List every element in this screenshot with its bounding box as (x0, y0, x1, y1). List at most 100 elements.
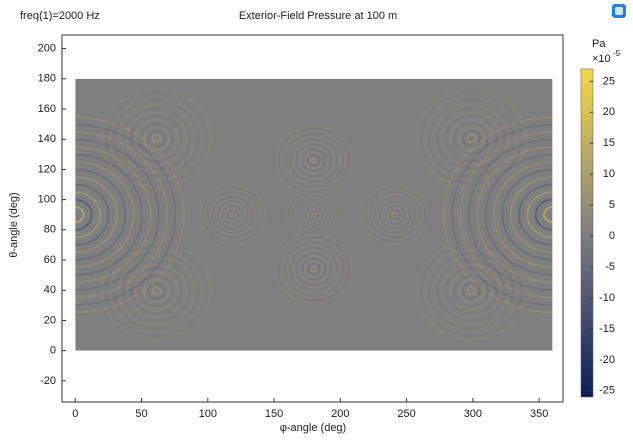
colorbar-tick-label: 5 (609, 199, 615, 211)
ripple (283, 241, 344, 297)
colorbar (580, 68, 594, 398)
field-image (75, 78, 553, 351)
ripple (443, 116, 553, 314)
ripple (75, 161, 135, 269)
ripple (122, 107, 191, 170)
ripple (453, 122, 489, 155)
ripple (275, 125, 353, 196)
ripple (226, 209, 239, 221)
ripple (101, 241, 212, 341)
ripple (75, 131, 168, 299)
ripple (298, 146, 330, 175)
ripple (283, 133, 344, 188)
ripple (310, 265, 318, 273)
ripple (122, 259, 191, 322)
ripple (216, 200, 249, 230)
y-tick-label: 40 (44, 284, 56, 296)
y-tick-label: 0 (50, 345, 56, 357)
ripple (310, 156, 318, 164)
ripple (117, 103, 195, 174)
colorbar-tick-label: -5 (605, 261, 615, 273)
ripple (143, 278, 170, 303)
ripple (75, 153, 143, 276)
ripple (295, 252, 333, 286)
ripple (130, 115, 183, 162)
ripple (509, 176, 553, 254)
ripple (75, 138, 160, 291)
ripple (151, 286, 162, 296)
x-tick-label: 300 (464, 408, 482, 420)
x-tick-label: 150 (265, 408, 283, 420)
ripple (310, 212, 317, 218)
ripple (301, 257, 327, 281)
ripple (75, 146, 152, 284)
ripple (292, 249, 336, 289)
ripple (209, 193, 257, 236)
plot-frame (61, 34, 564, 403)
ripple (543, 206, 553, 224)
ripple (437, 107, 506, 170)
ripple (304, 151, 324, 170)
ripple (424, 96, 519, 181)
colorbar-tick-label: -15 (599, 323, 615, 335)
ripple (449, 271, 493, 311)
ripple (219, 202, 247, 227)
ripple (101, 88, 212, 189)
ripple (75, 123, 177, 306)
ripple (371, 193, 419, 236)
colorbar-tick-label: 0 (609, 230, 615, 242)
ripple (75, 183, 110, 246)
ripple (75, 191, 102, 239)
ripple (277, 236, 350, 302)
ripple (75, 176, 118, 254)
ripple (292, 141, 336, 180)
y-tick-label: 180 (38, 73, 56, 85)
ripple (462, 282, 481, 300)
ripple (306, 208, 321, 222)
x-axis-label: φ-angle (deg) (280, 422, 346, 434)
ripple (201, 186, 264, 243)
ripple (428, 100, 514, 177)
ripple (286, 244, 341, 294)
y-tick-label: 120 (38, 163, 56, 175)
y-tick-label: 60 (44, 254, 56, 266)
ripple (204, 189, 262, 241)
ripple (374, 195, 416, 234)
x-tick-label: 50 (135, 408, 147, 420)
ripple (307, 263, 321, 276)
ripple (451, 123, 553, 306)
x-tick-label: 350 (530, 408, 548, 420)
ripple (518, 183, 553, 246)
ripple (416, 88, 527, 189)
ripple (432, 256, 510, 326)
y-tick-label: 20 (44, 314, 56, 326)
ripple (453, 275, 489, 307)
ripple (526, 191, 553, 239)
app-icon[interactable] (612, 4, 626, 18)
ripple (138, 122, 174, 155)
x-tick-label: 200 (331, 408, 349, 420)
ripple (138, 275, 174, 307)
ripple (424, 248, 519, 333)
ripple (109, 96, 204, 181)
ripple (295, 143, 333, 177)
ripple (147, 130, 166, 147)
ripple (109, 248, 204, 333)
colorbar-unit: ×10 (592, 53, 611, 65)
ripple (484, 153, 553, 276)
ripple (275, 234, 353, 305)
ripple (130, 267, 183, 315)
ripple (229, 211, 237, 218)
y-axis-label: θ-angle (deg) (8, 192, 20, 257)
ripple (420, 244, 523, 337)
ripple (462, 130, 481, 147)
ripple (445, 115, 498, 162)
ripple (221, 204, 244, 225)
colorbar-tick-label: 10 (603, 168, 615, 180)
ripple (449, 119, 493, 159)
ripple (206, 191, 259, 239)
ripple (420, 92, 523, 185)
ripple (289, 138, 339, 183)
colorbar-title: Pa (592, 38, 606, 50)
